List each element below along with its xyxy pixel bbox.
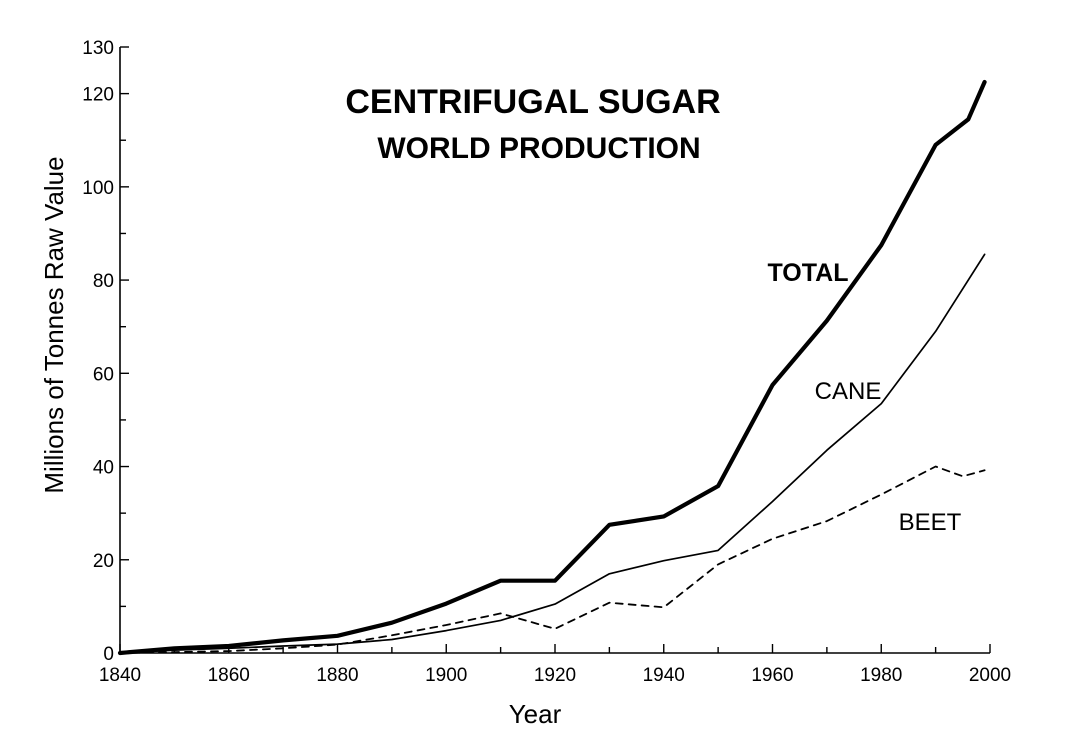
x-tick-label: 2000 — [969, 665, 1011, 686]
x-tick-label: 1940 — [643, 665, 685, 686]
series-line-total — [117, 79, 987, 656]
x-tick-label: 1840 — [99, 665, 141, 686]
x-tick-label: 1960 — [751, 665, 793, 686]
x-tick-label: 1860 — [208, 665, 250, 686]
series-label-cane: CANE — [815, 378, 882, 405]
series-lines — [117, 79, 987, 656]
x-tick-label: 1900 — [425, 665, 467, 686]
x-axis-title: Year — [509, 699, 562, 729]
y-tick-label: 130 — [82, 38, 114, 59]
x-tick-label: 1980 — [860, 665, 902, 686]
y-tick-label: 120 — [82, 85, 114, 106]
x-tick-label: 1880 — [316, 665, 358, 686]
x-axis-ticks: 1840 1860 1880 1900 1920 1940 1960 1980 2000 — [99, 644, 1011, 686]
y-tick-label: 40 — [93, 458, 114, 479]
y-tick-label: 0 — [103, 644, 114, 665]
series-line-cane — [119, 253, 986, 654]
y-tick-label: 100 — [82, 178, 114, 199]
y-axis-ticks: 0 20 40 60 80 100 120 130 — [82, 38, 129, 665]
series-line-beet — [119, 465, 986, 654]
y-tick-label: 20 — [93, 551, 114, 572]
y-axis-title: Millions of Tonnes Raw Value — [39, 156, 69, 493]
y-tick-label: 80 — [93, 271, 114, 292]
series-label-beet: BEET — [899, 509, 962, 536]
y-tick-label: 60 — [93, 364, 114, 385]
x-tick-label: 1920 — [534, 665, 576, 686]
chart-title: CENTRIFUGAL SUGAR — [345, 83, 720, 121]
chart-subtitle: WORLD PRODUCTION — [377, 132, 700, 165]
series-label-total: TOTAL — [767, 259, 848, 287]
